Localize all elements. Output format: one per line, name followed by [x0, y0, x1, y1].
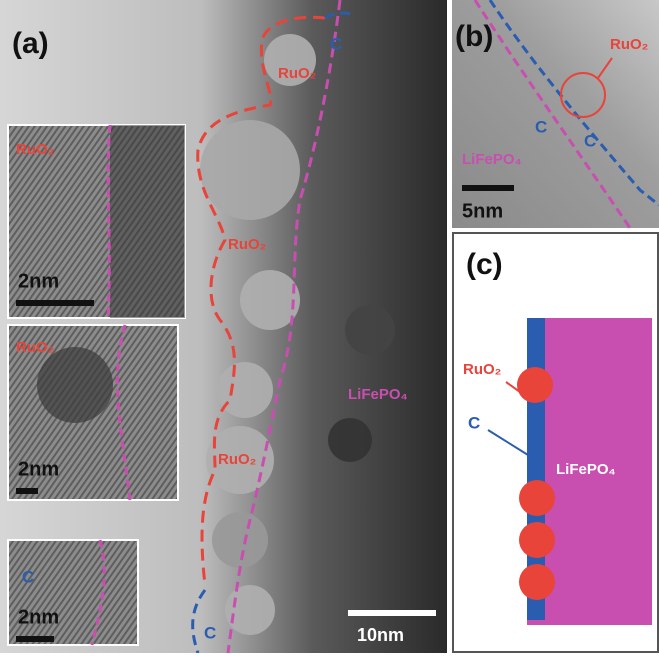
ruo2-label: RuO₂ — [218, 451, 256, 468]
scale-bar — [348, 610, 436, 616]
inset-particle — [37, 347, 113, 423]
ruo2-label: RuO₂ — [463, 361, 501, 378]
scale-bar — [16, 488, 38, 494]
ruo2-label: RuO₂ — [228, 236, 266, 253]
panel-label: (a) — [12, 27, 49, 60]
inset-label: RuO₂ — [16, 141, 54, 158]
inset-label: C — [22, 567, 34, 586]
ruo2-label: RuO₂ — [610, 36, 648, 53]
lifepo4-label: LiFePO₄ — [348, 386, 408, 403]
inset-shade — [110, 125, 185, 318]
scale-label: 2nm — [18, 606, 59, 628]
lifepo4-label: LiFePO₄ — [556, 461, 616, 478]
scale-bar — [462, 185, 514, 191]
panel-label: (c) — [466, 248, 503, 281]
lifepo4-label: LiFePO₄ — [462, 151, 522, 168]
carbon-label: C — [535, 117, 547, 136]
panel-label: (b) — [455, 20, 493, 53]
figure: (a) C RuO₂ RuO₂ RuO₂ LiFePO₄ C 10nm RuO₂… — [0, 0, 659, 653]
inset-3 — [8, 540, 138, 645]
scale-label: 2nm — [18, 458, 59, 480]
scale-bar — [16, 636, 54, 642]
carbon-label: C — [330, 34, 342, 53]
inset-label: RuO₂ — [16, 339, 54, 356]
scale-label: 2nm — [18, 270, 59, 292]
carbon-label: C — [584, 131, 596, 150]
carbon-label: C — [204, 623, 216, 642]
scale-label: 10nm — [357, 625, 404, 645]
carbon-label: C — [468, 413, 480, 432]
scale-bar — [16, 300, 94, 306]
scale-label: 5nm — [462, 200, 503, 222]
ruo2-label: RuO₂ — [278, 65, 316, 82]
